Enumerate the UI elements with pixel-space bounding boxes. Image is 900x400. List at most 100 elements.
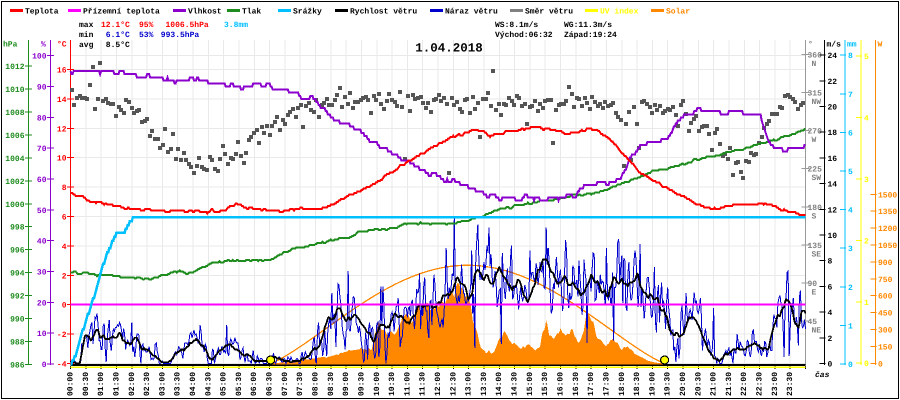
svg-text:300: 300 [878,327,893,336]
svg-text:S: S [812,212,817,221]
svg-text:40: 40 [37,238,47,247]
svg-text:Tlak: Tlak [242,8,261,17]
svg-text:1: 1 [864,299,869,308]
svg-text:16: 16 [828,155,838,164]
svg-text:1.04.2018: 1.04.2018 [415,42,483,56]
svg-text:-4: -4 [57,361,67,370]
svg-text:3.8mm: 3.8mm [224,21,248,30]
svg-text:988: 988 [10,339,25,348]
svg-text:998: 998 [10,224,25,233]
svg-text:450: 450 [878,310,893,319]
svg-text:04:30: 04:30 [204,372,213,396]
svg-text:900: 900 [878,259,893,268]
svg-text:11:00: 11:00 [403,372,412,396]
svg-text:750: 750 [878,276,893,285]
svg-text:0: 0 [848,361,853,370]
svg-text:6: 6 [828,283,833,292]
svg-text:W: W [812,136,817,145]
svg-text:6: 6 [62,214,67,223]
svg-text:3: 3 [864,176,869,185]
svg-text:20:00: 20:00 [679,372,688,396]
svg-text:Směr větru: Směr větru [525,8,573,17]
svg-text:02:30: 02:30 [143,372,152,396]
svg-text:Srážky: Srážky [293,8,322,17]
svg-text:%: % [41,41,46,50]
svg-text:1350: 1350 [878,208,897,217]
svg-text:30: 30 [37,269,47,278]
svg-text:10: 10 [57,155,67,164]
svg-text:08:30: 08:30 [327,372,336,396]
svg-text:2: 2 [62,272,67,281]
svg-text:0: 0 [878,360,883,369]
svg-text:1010: 1010 [5,86,24,95]
svg-text:mm: mm [847,41,857,50]
svg-text:19:00: 19:00 [648,372,657,396]
svg-text:986: 986 [10,362,25,371]
svg-text:00:00: 00:00 [67,372,76,396]
svg-text:994: 994 [10,270,25,279]
svg-text:Západ:19:24: Západ:19:24 [564,31,617,40]
svg-text:990: 990 [10,316,25,325]
svg-text:avg: avg [79,41,94,50]
svg-text:UV index: UV index [600,8,639,17]
svg-text:08:00: 08:00 [312,372,321,396]
svg-text:18:30: 18:30 [633,372,642,396]
svg-text:Vlhkost: Vlhkost [188,8,222,17]
svg-text:Přízemní teplota: Přízemní teplota [83,8,160,17]
svg-text:60: 60 [37,176,47,185]
svg-text:14:30: 14:30 [511,372,520,396]
svg-text:996: 996 [10,247,25,256]
svg-text:m/s: m/s [827,41,842,50]
svg-text:00:30: 00:30 [82,372,91,396]
svg-text:hPa: hPa [3,41,18,50]
svg-text:12: 12 [57,125,67,134]
svg-text:180: 180 [808,204,823,213]
svg-text:1: 1 [848,322,853,331]
svg-text:11:30: 11:30 [419,372,428,396]
svg-text:04:00: 04:00 [189,372,198,396]
svg-text:135: 135 [808,242,823,251]
svg-text:14: 14 [57,96,67,105]
svg-text:23:30: 23:30 [786,372,795,396]
svg-text:°C: °C [57,41,67,50]
svg-text:21:30: 21:30 [725,372,734,396]
svg-text:max: max [79,21,94,30]
svg-text:18:00: 18:00 [618,372,627,396]
svg-text:Rychlost větru: Rychlost větru [350,8,417,17]
svg-text:SE: SE [812,250,822,259]
svg-text:03:00: 03:00 [158,372,167,396]
svg-text:10:30: 10:30 [388,372,397,396]
svg-text:1500: 1500 [878,191,897,200]
svg-text:53%: 53% [139,31,154,40]
svg-text:NW: NW [812,98,822,107]
svg-text:10: 10 [37,330,47,339]
svg-text:1012: 1012 [5,63,24,72]
svg-text:SW: SW [812,174,822,183]
svg-text:16:30: 16:30 [572,372,581,396]
svg-text:50: 50 [37,207,47,216]
svg-text:Náraz větru: Náraz větru [445,8,498,17]
svg-text:8: 8 [62,184,67,193]
svg-text:čas: čas [815,371,830,380]
svg-text:992: 992 [10,293,25,302]
svg-text:1050: 1050 [878,242,897,251]
svg-text:6.1°C: 6.1°C [106,31,130,40]
svg-text:min: min [79,31,94,40]
svg-text:21:00: 21:00 [710,372,719,396]
svg-text:12: 12 [828,206,838,215]
svg-text:05:00: 05:00 [220,372,229,396]
svg-text:19:30: 19:30 [664,372,673,396]
svg-text:W: W [878,41,883,50]
svg-text:02:00: 02:00 [128,372,137,396]
svg-text:0: 0 [828,361,833,370]
svg-text:06:00: 06:00 [250,372,259,396]
svg-text:10: 10 [828,232,838,241]
svg-text:360: 360 [808,51,823,60]
svg-text:12:00: 12:00 [434,372,443,396]
svg-text:1002: 1002 [5,178,24,187]
svg-text:17:30: 17:30 [602,372,611,396]
svg-text:6: 6 [848,129,853,138]
svg-text:8: 8 [848,52,853,61]
svg-text:13:30: 13:30 [480,372,489,396]
svg-text:10:00: 10:00 [373,372,382,396]
